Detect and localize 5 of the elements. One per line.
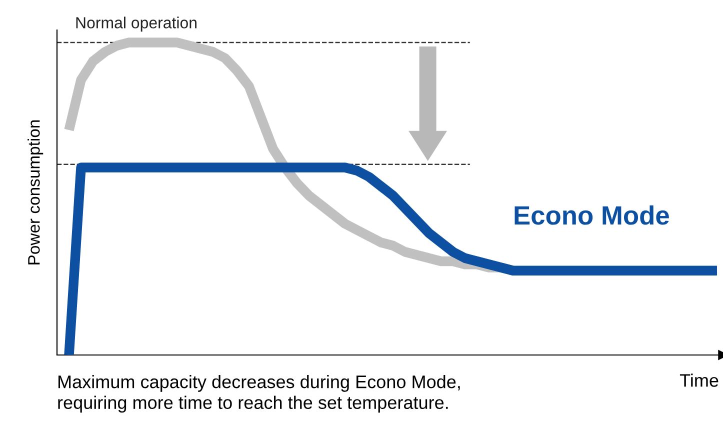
series-label: Econo Mode <box>514 205 669 225</box>
x-axis-title: Time <box>680 374 718 387</box>
ref-line-label: Normal operation <box>76 16 196 32</box>
y-axis-title: Power consumption <box>28 120 44 264</box>
text: Maximum capacity decreases during Econo Mode, requiring more time to reach the set temperature. <box>58 375 460 413</box>
